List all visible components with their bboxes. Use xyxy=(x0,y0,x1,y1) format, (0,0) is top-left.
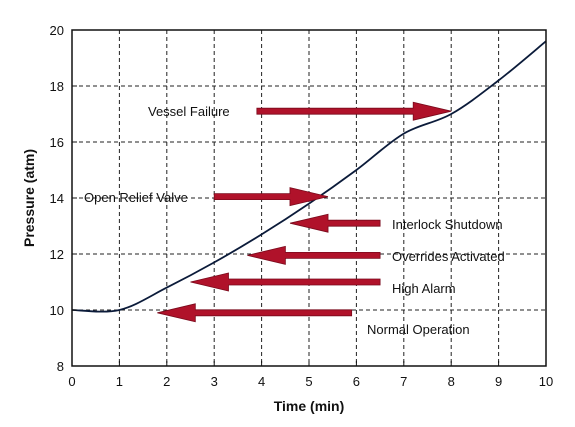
annotation-label: High Alarm xyxy=(392,281,456,296)
x-tick-labels: 0 1 2 3 4 5 6 7 8 9 10 xyxy=(68,361,553,389)
annotation-arrow xyxy=(213,187,329,207)
annotation-arrow xyxy=(157,303,353,323)
pressure-series-line xyxy=(71,40,547,313)
annotation-arrow xyxy=(190,272,381,292)
annotation-arrow xyxy=(256,101,452,121)
y-tick-label: 16 xyxy=(50,135,64,150)
annotation-arrow xyxy=(289,213,381,233)
y-tick-label: 8 xyxy=(57,359,64,374)
y-tick-labels: 8 10 12 14 16 18 20 xyxy=(50,23,77,374)
annotation-label: Vessel Failure xyxy=(148,104,230,119)
annotation-label: Overrides Activated xyxy=(392,249,505,264)
x-tick-label: 8 xyxy=(448,374,455,389)
annotation-label: Normal Operation xyxy=(367,322,470,337)
x-tick-label: 10 xyxy=(539,374,553,389)
x-tick-label: 3 xyxy=(211,374,218,389)
y-tick-label: 12 xyxy=(50,247,64,262)
y-tick-label: 18 xyxy=(50,79,64,94)
x-axis-title: Time (min) xyxy=(274,398,345,414)
x-tick-label: 6 xyxy=(353,374,360,389)
x-tick-label: 9 xyxy=(495,374,502,389)
y-tick-label: 14 xyxy=(50,191,64,206)
annotation-arrow xyxy=(247,245,381,265)
annotation-label: Open Relief Valve xyxy=(84,190,188,205)
y-tick-label: 10 xyxy=(50,303,64,318)
x-tick-label: 4 xyxy=(258,374,265,389)
annotation-labels: Vessel Failure Open Relief Valve Interlock… xyxy=(84,104,505,337)
y-tick-label: 20 xyxy=(50,23,64,38)
x-tick-label: 2 xyxy=(163,374,170,389)
x-tick-label: 0 xyxy=(68,374,75,389)
series-layer xyxy=(71,40,547,313)
x-tick-label: 1 xyxy=(116,374,123,389)
y-axis-title: Pressure (atm) xyxy=(21,149,37,247)
x-tick-label: 5 xyxy=(305,374,312,389)
x-tick-label: 7 xyxy=(400,374,407,389)
annotation-label: Interlock Shutdown xyxy=(392,217,503,232)
annotation-arrows xyxy=(157,101,452,323)
